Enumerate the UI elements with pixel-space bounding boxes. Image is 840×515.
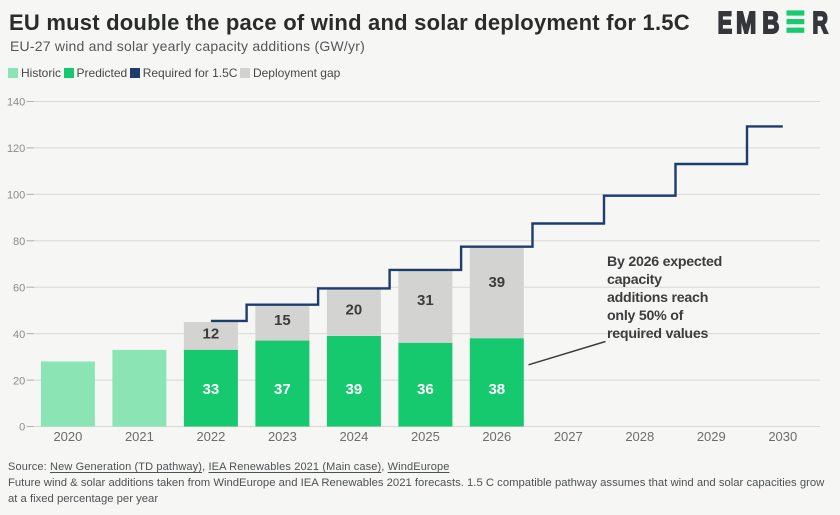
svg-text:E: E (718, 5, 733, 40)
svg-text:required values: required values (607, 326, 708, 342)
svg-text:37: 37 (274, 381, 291, 398)
svg-text:2022: 2022 (196, 429, 225, 444)
svg-text:only 50% of: only 50% of (607, 308, 684, 324)
svg-text:2020: 2020 (53, 429, 82, 444)
svg-text:capacity: capacity (607, 272, 662, 288)
svg-text:31: 31 (417, 292, 434, 309)
svg-text:2030: 2030 (768, 429, 797, 444)
svg-text:39: 39 (346, 381, 363, 398)
svg-text:20: 20 (346, 301, 363, 318)
svg-text:B: B (762, 5, 779, 40)
svg-text:33: 33 (203, 381, 220, 398)
svg-text:2029: 2029 (697, 429, 726, 444)
svg-text:2021: 2021 (125, 429, 154, 444)
svg-text:2024: 2024 (339, 429, 368, 444)
svg-text:40: 40 (13, 329, 25, 341)
svg-text:R: R (812, 5, 828, 40)
svg-text:15: 15 (274, 312, 291, 329)
svg-text:2026: 2026 (482, 429, 511, 444)
svg-text:39: 39 (488, 274, 505, 291)
svg-text:38: 38 (488, 381, 505, 398)
svg-text:60: 60 (13, 282, 25, 294)
svg-text:2027: 2027 (554, 429, 583, 444)
svg-text:36: 36 (417, 381, 434, 398)
svg-text:By 2026 expected: By 2026 expected (607, 254, 722, 270)
svg-text:2023: 2023 (268, 429, 297, 444)
svg-text:140: 140 (7, 97, 25, 109)
svg-text:2025: 2025 (411, 429, 440, 444)
svg-text:2028: 2028 (625, 429, 654, 444)
svg-text:120: 120 (7, 143, 25, 155)
svg-text:additions reach: additions reach (607, 290, 708, 306)
svg-text:20: 20 (13, 375, 25, 387)
svg-text:80: 80 (13, 236, 25, 248)
svg-text:M: M (736, 5, 756, 40)
svg-text:100: 100 (7, 190, 25, 202)
svg-text:0: 0 (19, 422, 25, 434)
svg-text:12: 12 (203, 325, 220, 342)
